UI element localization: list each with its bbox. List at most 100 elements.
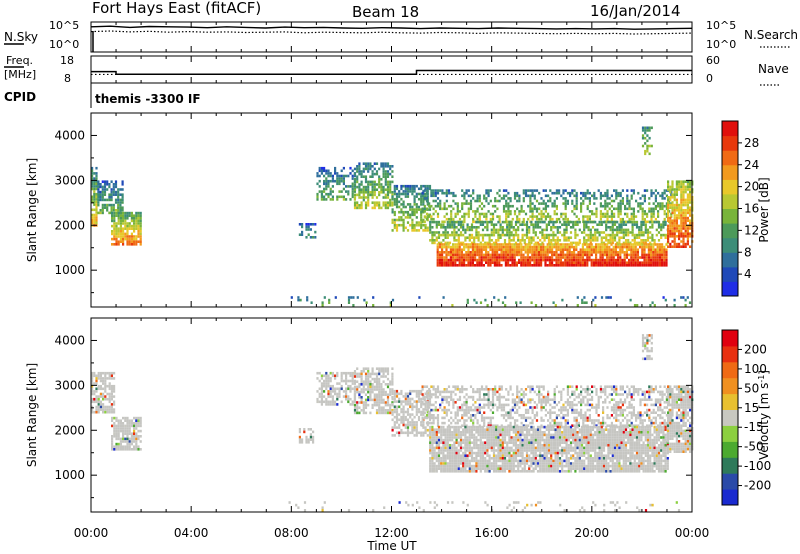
scatter-cell xyxy=(530,220,533,224)
scatter-cell xyxy=(371,390,374,394)
scatter-cell xyxy=(602,408,605,412)
scatter-cell xyxy=(684,216,687,220)
scatter-cell xyxy=(542,212,545,216)
scatter-cell xyxy=(426,229,429,232)
scatter-cell xyxy=(391,389,394,393)
scatter-cell xyxy=(553,388,556,391)
scatter-cell xyxy=(486,233,489,237)
scatter-cell xyxy=(347,296,351,299)
scatter-cell xyxy=(122,211,125,215)
scatter-cell xyxy=(641,251,644,254)
scatter-cell xyxy=(628,261,631,264)
scatter-cell xyxy=(104,408,107,411)
scatter-cell xyxy=(382,390,385,394)
scatter-cell xyxy=(406,195,410,198)
scatter-cell xyxy=(382,367,385,370)
scatter-cell xyxy=(360,390,363,394)
scatter-cell xyxy=(563,223,566,226)
scatter-cell xyxy=(463,419,466,422)
scatter-cell xyxy=(400,216,403,219)
scatter-cell xyxy=(389,201,392,204)
scatter-cell xyxy=(669,229,672,233)
scatter-cell xyxy=(371,196,374,199)
scatter-cell xyxy=(641,126,645,130)
scatter-cell xyxy=(633,220,636,224)
scatter-cell xyxy=(516,408,519,412)
scatter-cell xyxy=(601,258,604,262)
scatter-cell xyxy=(591,220,595,224)
scatter-cell xyxy=(648,207,651,211)
scatter-cell xyxy=(500,403,503,407)
scatter-cell xyxy=(110,408,113,411)
scatter-cell xyxy=(651,301,654,304)
scatter-cell xyxy=(564,261,567,264)
scatter-cell xyxy=(367,196,370,199)
scatter-cell xyxy=(122,222,125,225)
scatter-cell xyxy=(535,406,539,409)
scatter-cell xyxy=(91,187,94,191)
scatter-cell xyxy=(115,230,118,233)
scatter-cell xyxy=(643,245,646,249)
scatter-cell xyxy=(500,243,503,246)
scatter-cell xyxy=(476,210,479,213)
scatter-cell xyxy=(613,228,617,232)
scatter-cell xyxy=(589,236,592,239)
scatter-cell xyxy=(581,248,584,251)
scatter-cell xyxy=(549,414,552,417)
scatter-cell xyxy=(369,191,372,194)
scatter-cell xyxy=(342,198,345,201)
scatter-cell xyxy=(574,228,577,232)
scatter-cell xyxy=(624,424,627,427)
scatter-cell xyxy=(340,371,343,375)
scatter-cell xyxy=(570,245,573,249)
scatter-cell xyxy=(612,264,615,267)
scatter-cell xyxy=(513,411,517,414)
scatter-cell xyxy=(631,223,634,226)
scatter-cell xyxy=(480,398,484,401)
scatter-cell xyxy=(347,400,350,404)
scatter-cell xyxy=(457,241,460,245)
scatter-cell xyxy=(454,258,457,262)
scatter-cell xyxy=(378,383,381,386)
scatter-cell xyxy=(689,209,692,212)
scatter-cell xyxy=(520,401,523,404)
scatter-cell xyxy=(493,256,496,259)
scatter-cell xyxy=(584,395,587,399)
scatter-cell xyxy=(476,388,479,391)
scatter-cell xyxy=(353,390,356,393)
scatter-cell xyxy=(323,198,326,201)
scatter-cell xyxy=(646,147,649,150)
scatter-cell xyxy=(393,426,396,429)
scatter-cell xyxy=(329,395,332,398)
scatter-cell xyxy=(566,398,569,401)
scatter-cell xyxy=(391,208,394,211)
scatter-cell xyxy=(356,165,359,168)
scatter-cell xyxy=(613,220,617,224)
scatter-cell xyxy=(599,264,602,267)
scatter-cell xyxy=(331,185,334,188)
scatter-cell xyxy=(373,393,376,396)
scatter-cell xyxy=(115,240,118,243)
scatter-cell xyxy=(318,169,321,173)
scatter-cell xyxy=(480,202,484,205)
scatter-cell xyxy=(684,227,687,230)
scatter-cell xyxy=(615,189,618,192)
scatter-cell xyxy=(389,198,392,202)
scatter-cell xyxy=(516,424,519,427)
scatter-cell xyxy=(362,367,365,370)
scatter-cell xyxy=(540,416,543,420)
scatter-cell xyxy=(621,258,624,262)
scatter-cell xyxy=(327,169,330,173)
scatter-cell xyxy=(626,194,629,198)
scatter-cell xyxy=(544,408,547,412)
scatter-cell xyxy=(391,409,394,412)
scatter-cell xyxy=(562,403,565,407)
scatter-cell xyxy=(515,261,518,264)
scatter-cell xyxy=(93,218,96,222)
scatter-cell xyxy=(491,406,495,409)
scatter-cell xyxy=(445,261,448,264)
scatter-cell xyxy=(507,191,510,195)
scatter-cell xyxy=(611,228,614,232)
scatter-cell xyxy=(465,406,468,409)
scatter-cell xyxy=(384,390,387,394)
